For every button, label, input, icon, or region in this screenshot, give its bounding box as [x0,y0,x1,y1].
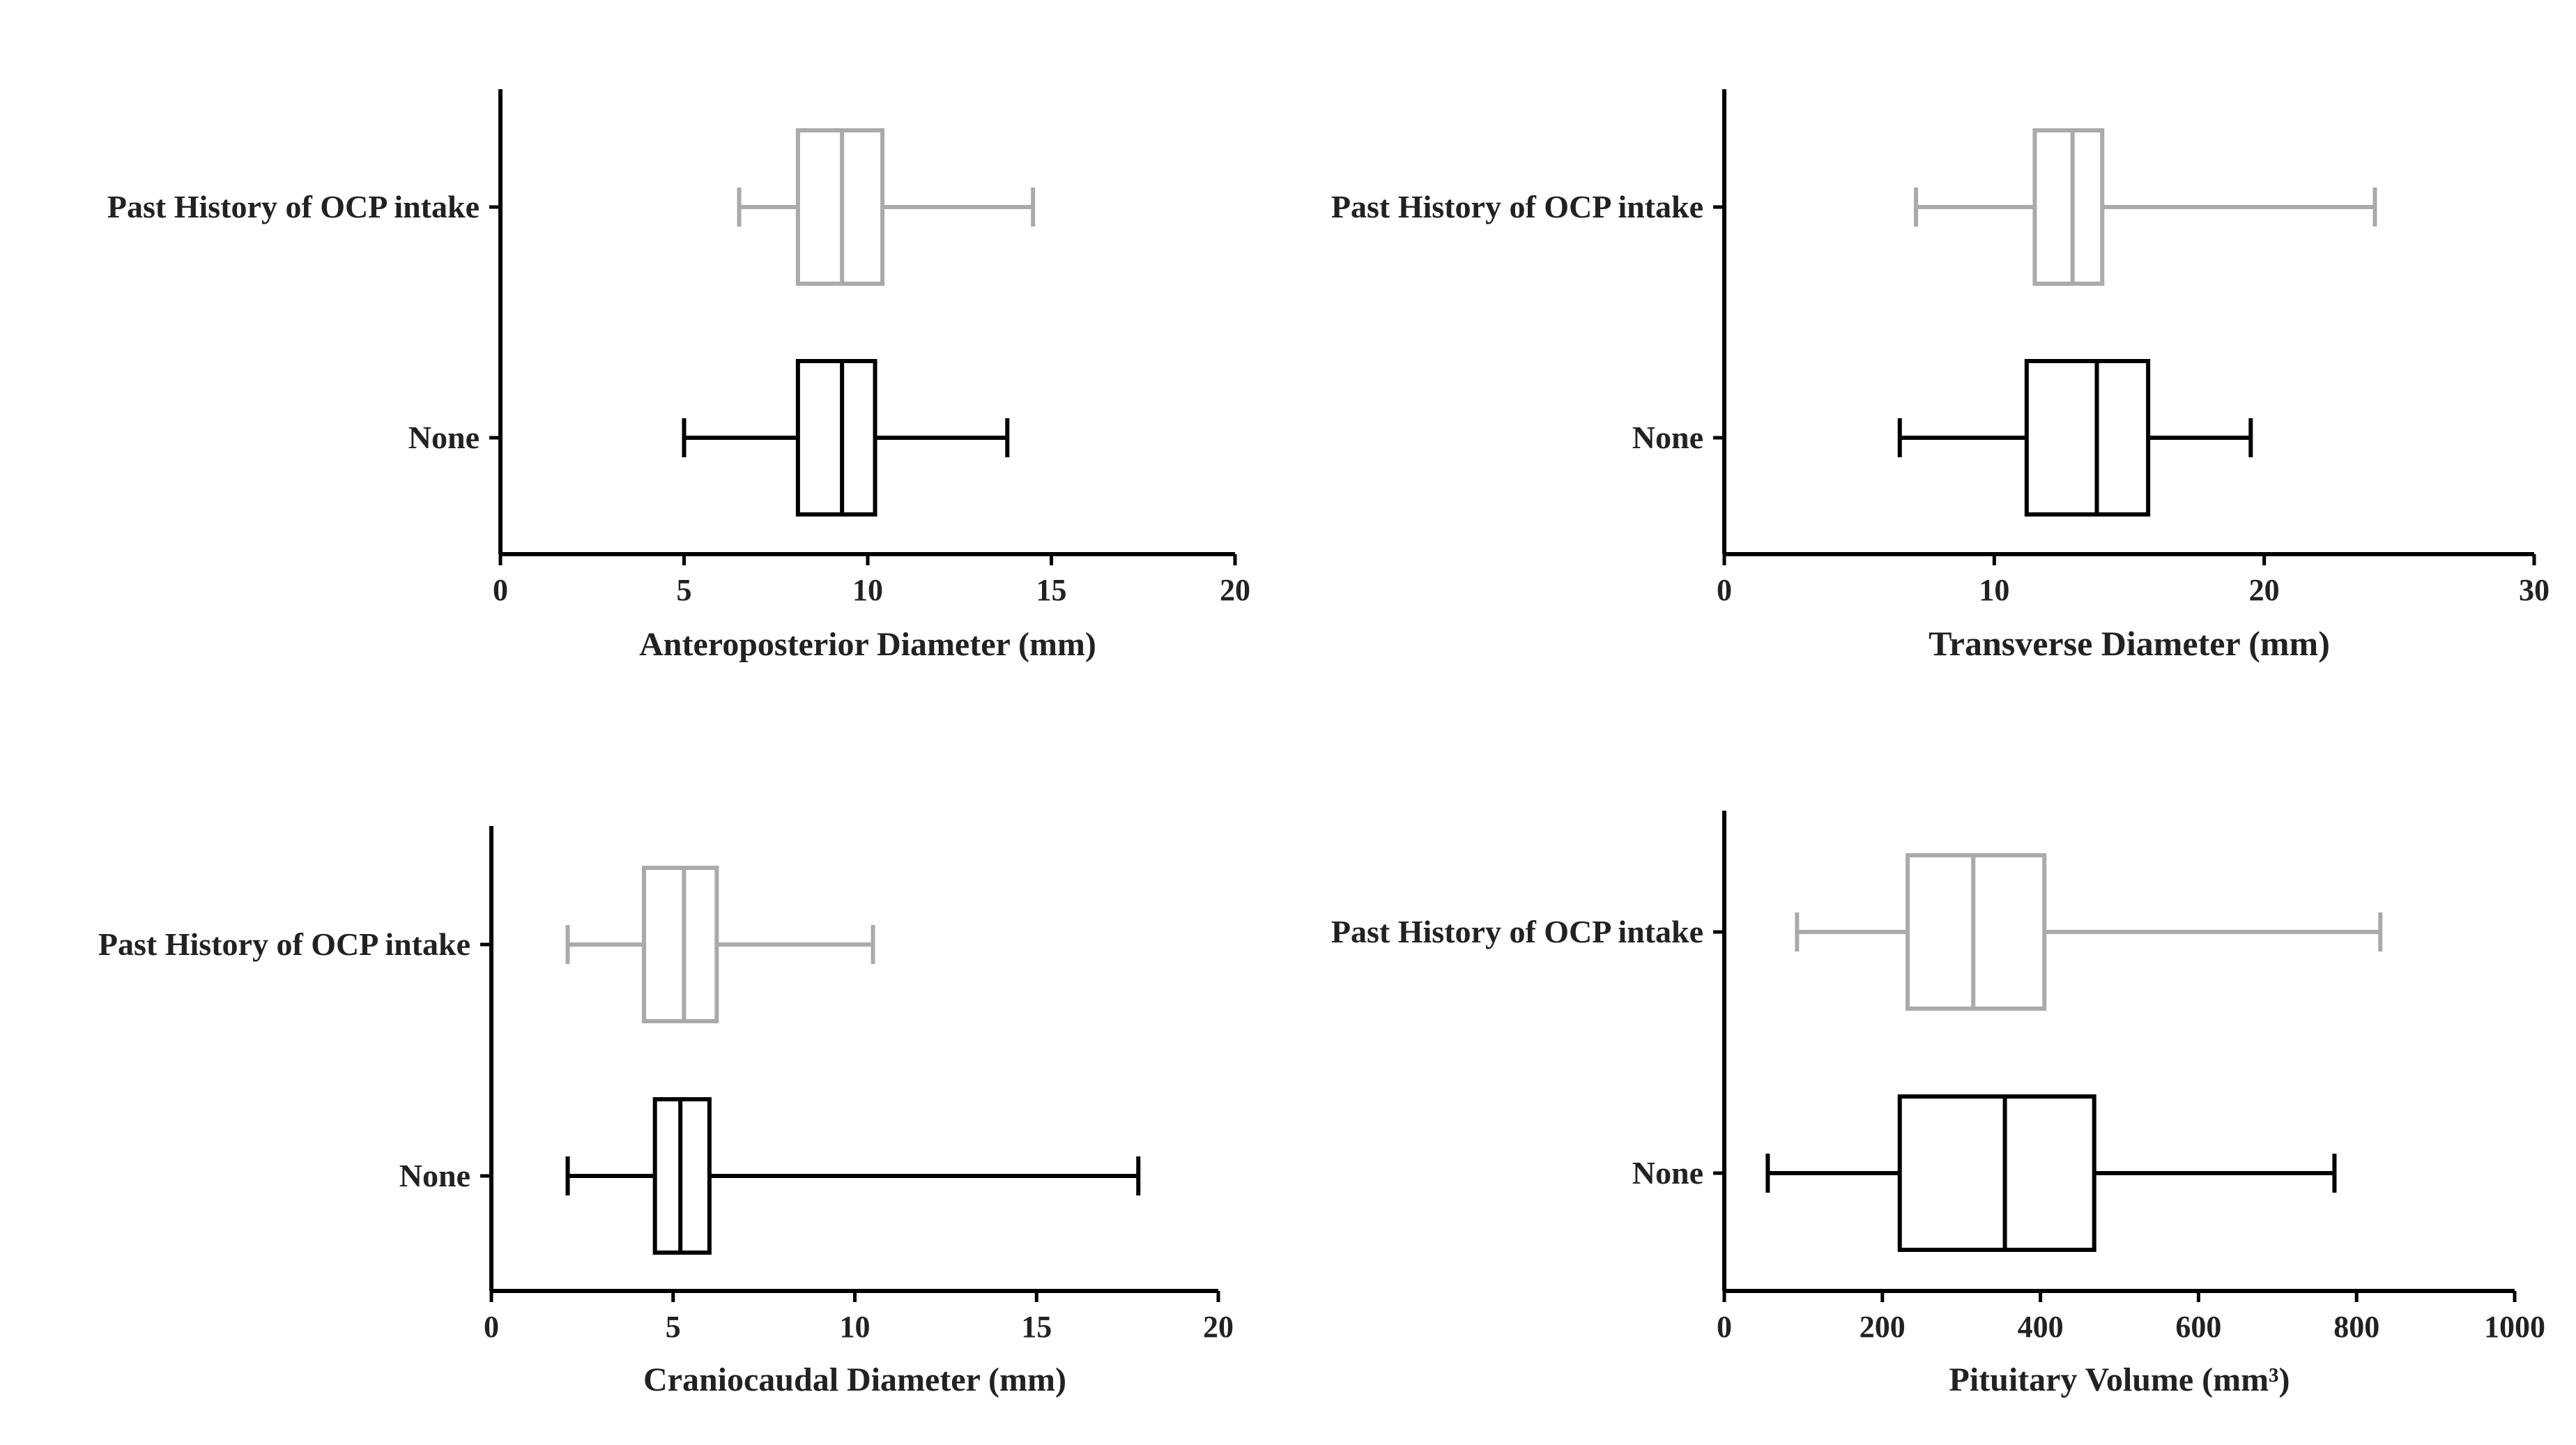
x-tick-label: 30 [2519,573,2550,607]
x-tick-label: 200 [1860,1310,1906,1344]
x-tick-label: 10 [1979,573,2009,607]
box-ocp-intake [565,866,875,1023]
iqr-box [1906,853,2047,1011]
x-tick-label: 5 [677,573,692,607]
x-tick-label: 5 [666,1310,681,1344]
x-axis-title: Craniocaudal Diameter (mm) [643,1361,1066,1398]
iqr-box [1897,1094,2096,1252]
category-label: Past History of OCP intake [1331,189,1703,224]
box-none [1897,359,2253,517]
iqr-box [2024,359,2151,517]
x-axis-title: Pituitary Volume (mm³) [1949,1361,2290,1398]
chart-panel-3: 0 5 10 15 20 Craniocaudal Diameter (mm) Past H… [98,826,1234,1398]
x-tick-label: 20 [1203,1310,1234,1344]
x-tick-label: 0 [493,573,508,607]
chart-panel-1: 0 5 10 15 20 Anteroposterior Diameter (mm) Pas… [107,89,1250,663]
x-tick-label: 15 [1036,573,1067,607]
category-label: Past History of OCP intake [98,926,470,962]
x-tick-label: 0 [484,1310,499,1344]
iqr-box [2032,128,2105,286]
category-label: None [1632,1155,1703,1191]
chart-panel-2: 0 10 20 30 Transverse Diameter (mm) Past Hist… [1331,89,2550,663]
x-tick-label: 10 [840,1310,871,1344]
x-tick-label: 600 [2175,1310,2221,1344]
x-tick-label: 15 [1021,1310,1052,1344]
category-label: Past History of OCP intake [1331,914,1703,949]
chart-panel-4: 0 200 400 600 800 1000 Pituitary Volume (mm³) P… [1331,811,2545,1398]
box-ocp-intake [737,128,1036,286]
category-label: None [408,420,480,455]
box-ocp-intake [1914,128,2377,286]
box-none [682,359,1010,517]
x-tick-label: 400 [2018,1310,2064,1344]
box-none [1765,1094,2337,1252]
iqr-box [642,866,719,1023]
x-tick-label: 10 [852,573,883,607]
x-tick-label: 1000 [2484,1310,2545,1344]
iqr-box [795,359,877,517]
x-tick-label: 0 [1717,573,1732,607]
x-tick-label: 20 [1220,573,1250,607]
category-label: Past History of OCP intake [107,189,480,224]
category-label: None [399,1158,470,1193]
box-ocp-intake [1795,853,2383,1011]
x-axis-title: Transverse Diameter (mm) [1929,624,2330,663]
category-label: None [1632,420,1703,455]
x-axis-title: Anteroposterior Diameter (mm) [639,626,1096,663]
x-tick-label: 20 [2249,573,2280,607]
x-tick-label: 800 [2333,1310,2379,1344]
box-none [565,1097,1141,1255]
x-tick-label: 0 [1717,1310,1732,1344]
